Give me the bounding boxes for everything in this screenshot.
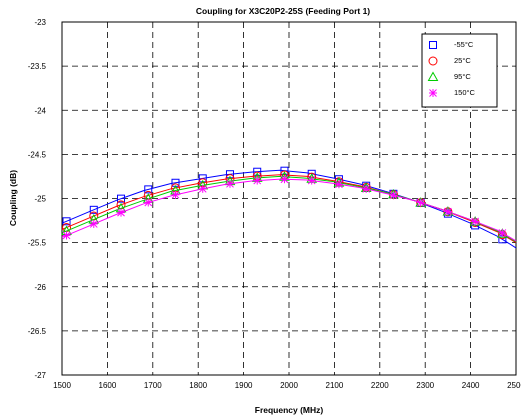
y-tick-labels: -23 -23.5 -24 -24.5 -25 -25.5 -26 -26.5 -27 [28,18,47,380]
star-stroke [171,190,180,199]
y-tick-label: -26.5 [28,327,47,336]
star-marker [225,179,234,188]
star-stroke [89,220,98,228]
star-stroke [498,229,507,237]
star-stroke [307,176,316,185]
star-marker [362,184,371,193]
star-stroke [429,89,437,97]
y-tick-label: -24.5 [28,150,47,159]
x-tick-label: 2400 [462,381,480,390]
triangle-marker [427,71,439,81]
star-stroke [144,198,153,207]
x-tick-label: 2100 [326,381,344,390]
legend-label: 150°C [454,88,476,97]
y-axis-label: Coupling (dB) [8,170,18,226]
star-stroke [444,207,452,216]
x-tick-label: 1600 [99,381,117,390]
star-marker [443,207,452,216]
x-tick-label: 1900 [235,381,253,390]
square-marker [280,166,289,175]
star-stroke [62,231,71,240]
circle-marker [428,56,438,66]
y-tick-label: -23 [34,18,46,27]
legend-label: 95°C [454,72,471,81]
plot-frame [61,21,517,376]
star-marker [498,228,507,237]
x-tick-label: 1800 [189,381,207,390]
star-marker [280,175,289,184]
y-tick-label: -24 [34,106,46,115]
star-marker [171,190,180,199]
star-marker [198,184,207,193]
star-marker [144,198,153,207]
square-marker [429,41,437,49]
x-tick-label: 2300 [416,381,434,390]
star-marker [117,208,126,217]
chart-title: Coupling for X3C20P2-25S (Feeding Port 1… [196,6,370,16]
square-marker [144,185,153,194]
x-tick-label: 2000 [280,381,298,390]
star-marker [471,217,480,226]
star-stroke [335,180,343,189]
star-marker [62,231,71,240]
series-layer [61,166,517,249]
star-stroke [280,175,289,184]
x-tick-labels: 1500 1600 1700 1800 1900 2000 2100 2200 2300 2400… [53,381,521,390]
star-marker [307,176,316,185]
star-stroke [198,184,207,193]
x-tick-label: 1500 [53,381,71,390]
square-marker [117,194,126,203]
y-tick-label: -25.5 [28,239,47,248]
y-tick-label: -25 [34,195,46,204]
star-marker [429,89,437,97]
y-tick-label: -26 [34,283,46,292]
square-marker [62,217,71,226]
star-stroke [389,191,398,200]
x-tick-label: 1700 [144,381,162,390]
star-marker [253,176,262,185]
star-marker [334,180,343,189]
x-axis-label: Frequency (MHz) [255,405,324,415]
star-stroke [253,176,262,185]
legend: -55°C 25°C 95°C 150°C [421,33,498,108]
square-marker [225,170,234,179]
star-stroke [362,185,371,193]
legend-label: -55°C [454,40,474,49]
star-stroke [471,217,479,226]
x-tick-label: 2500 [507,381,521,390]
y-tick-label: -23.5 [28,62,47,71]
star-stroke [226,179,234,188]
x-tick-label: 2200 [371,381,389,390]
star-marker [416,198,425,207]
star-marker [89,219,98,228]
legend-label: 25°C [454,56,471,65]
square-marker [89,205,98,214]
star-stroke [117,208,125,217]
star-marker [389,191,398,200]
series-star [61,175,517,242]
square-marker [253,167,262,176]
y-tick-label: -27 [34,371,46,380]
star-stroke [416,198,425,207]
